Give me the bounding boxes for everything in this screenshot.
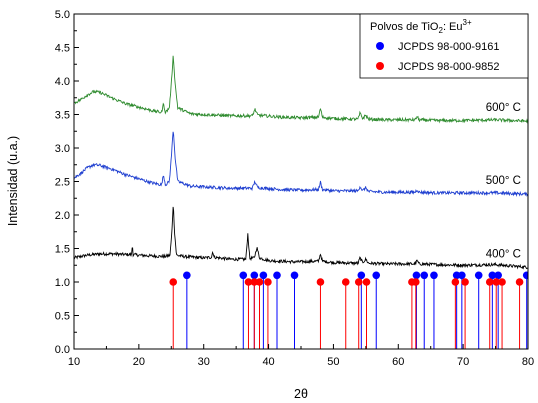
reference-point [494,271,502,280]
reference-point [522,271,528,280]
x-tick-label: 30 [198,356,210,368]
reference-point [264,278,272,286]
x-tick-label: 10 [68,356,80,368]
reference-point [412,271,421,280]
reference-point [451,278,460,286]
legend-title-prefix: Polvos de TiO [370,21,439,33]
y-tick-label: 0.5 [55,311,70,323]
y-tick-label: 4.5 [55,43,70,55]
legend-marker [376,62,384,70]
legend-marker [376,42,384,50]
reference-point [498,278,506,286]
y-axis: 0.0 0.5 1.0 1.5 2.0 2.5 3.0 3.5 4.0 4.5 5.0 [55,9,79,356]
reference-point [372,271,381,280]
reference-point [259,271,268,280]
y-axis-title: Intensidad (u.a.) [6,136,20,226]
legend: Polvos de TiO2: Eu3+ JCPDS 98-000-9161 JC… [359,13,529,79]
y-tick-label: 2.0 [55,210,70,222]
reference-point [244,278,253,286]
reference-point [492,278,501,286]
series-labels: 400° C 500° C 600° C [486,102,521,260]
reference-point [458,271,466,280]
legend-box [359,13,529,79]
x-tick-label: 80 [522,356,534,368]
series-lines [74,55,528,270]
x-tick-label: 40 [262,356,274,368]
legend-entry-label: JCPDS 98-000-9161 [398,41,500,53]
reference-point [255,278,264,286]
x-tick-label: 70 [457,356,469,368]
legend-entry-label: JCPDS 98-000-9852 [398,61,500,73]
series-label: 400° C [486,248,521,260]
reference-markers [169,271,528,349]
reference-point [290,271,299,280]
y-tick-label: 3.5 [55,110,70,122]
x-tick-label: 60 [392,356,404,368]
reference-point [420,271,429,280]
reference-point [250,271,259,280]
series-line [74,206,528,270]
reference-point [183,271,191,280]
x-axis: 10 20 30 40 50 60 70 80 [68,344,534,368]
legend-title-middle: : Eu [443,21,463,33]
legend-title-sup: 3+ [463,18,472,27]
legend-title-sub: 2 [438,26,443,35]
reference-point [362,278,371,286]
x-axis-title: 2θ [294,387,308,401]
y-tick-label: 4.0 [55,76,70,88]
series-label: 500° C [486,175,521,187]
y-tick-label: 1.0 [55,277,70,289]
reference-point [354,278,363,286]
reference-point [461,278,469,286]
y-tick-label: 2.5 [55,177,70,189]
reference-point [474,271,483,280]
y-tick-label: 1.5 [55,244,70,256]
reference-point [341,278,350,286]
reference-point [273,271,281,280]
y-tick-label: 0.0 [55,344,70,356]
reference-point [357,271,366,280]
reference-point [316,278,325,286]
reference-point [239,271,248,280]
legend-title: Polvos de TiO2: Eu3+ [370,18,472,35]
y-tick-label: 5.0 [55,9,70,21]
x-tick-label: 50 [327,356,339,368]
series-line [74,131,528,197]
reference-point [488,271,497,280]
reference-point [430,271,438,280]
reference-point [411,278,420,286]
reference-point [515,278,524,286]
y-tick-label: 3.0 [55,143,70,155]
series-line [74,55,528,124]
series-label: 600° C [486,102,521,114]
x-tick-label: 20 [133,356,145,368]
reference-point [169,278,178,286]
reference-point [485,278,494,286]
